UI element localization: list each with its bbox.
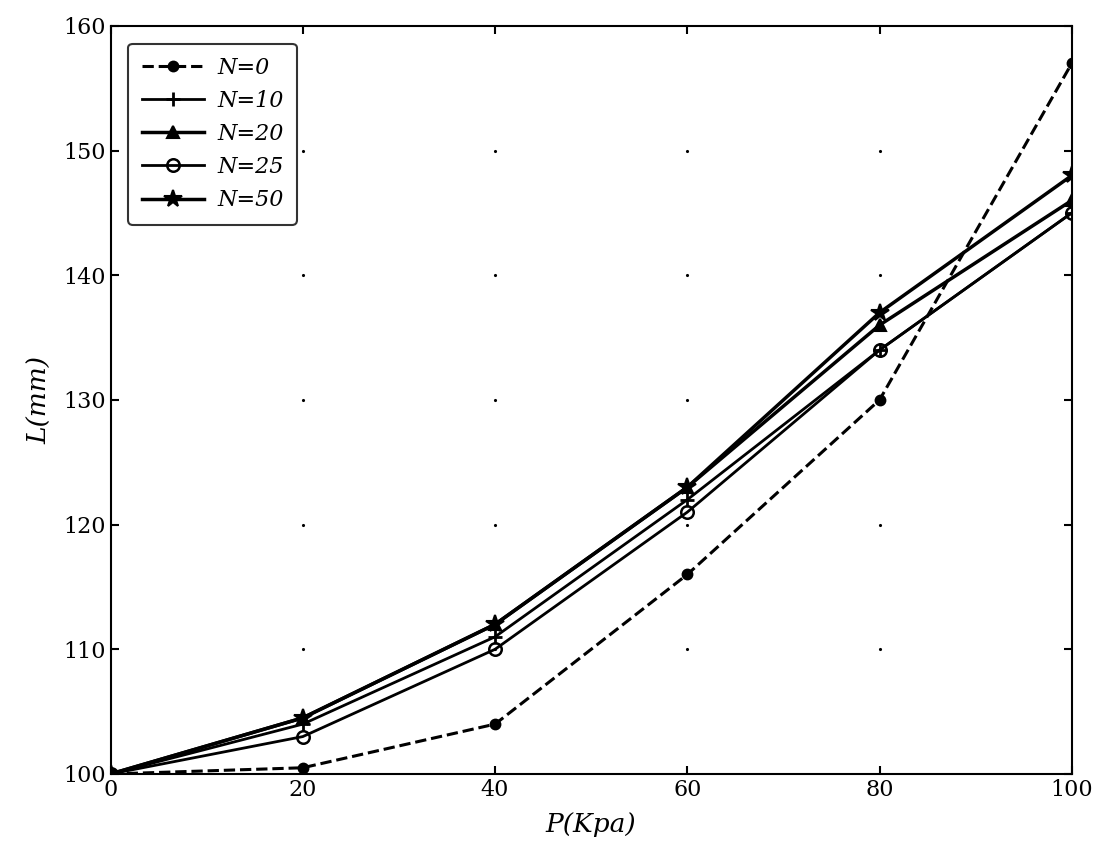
X-axis label: P(Kpa): P(Kpa) <box>546 812 636 837</box>
Legend: N=0, N=10, N=20, N=25, N=50: N=0, N=10, N=20, N=25, N=50 <box>128 44 297 224</box>
Y-axis label: L(mm): L(mm) <box>27 356 52 444</box>
